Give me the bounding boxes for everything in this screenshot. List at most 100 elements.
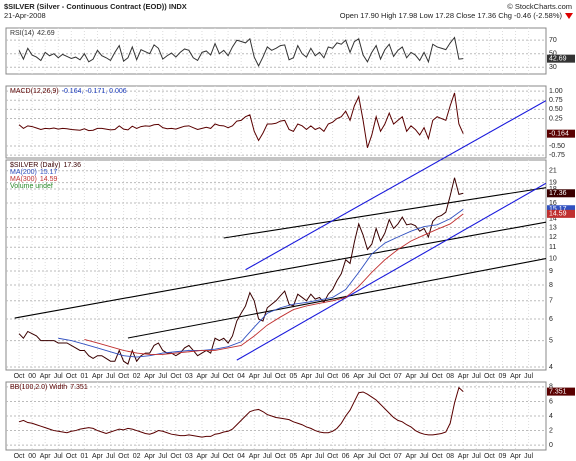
y-tick-label: 11 (549, 244, 556, 251)
x-tick-label: Jul (106, 373, 115, 380)
x-tick-label: Apr (353, 373, 365, 380)
x-tick-label: 00 (28, 453, 36, 460)
series-line (58, 208, 464, 358)
legend-name: MACD(12,26,9) (10, 88, 59, 95)
value-flag-label: 7.351 (549, 388, 567, 395)
trendline (236, 182, 546, 361)
x-tick-label: Jul (524, 373, 533, 380)
series-line (18, 36, 464, 68)
x-tick-label: Apr (249, 373, 261, 380)
x-tick-label: Apr (197, 373, 209, 380)
y-tick-label: 70 (549, 37, 557, 44)
x-tick-label: Jul (211, 453, 220, 460)
y-tick-label: 13 (549, 224, 557, 231)
trendline (127, 258, 546, 339)
x-tick-label: Apr (353, 453, 365, 460)
x-tick-label: Apr (458, 373, 470, 380)
x-tick-label: Oct (223, 373, 234, 380)
legend-name: MA(200) (10, 169, 37, 176)
x-tick-label: 01 (80, 373, 88, 380)
y-tick-label: 1.00 (549, 88, 563, 95)
x-tick-label: Jul (54, 373, 63, 380)
series-line (18, 177, 464, 365)
value-flag (547, 205, 575, 214)
y-tick-label: 4 (549, 413, 553, 420)
quote: Open 17.90 High 17.98 Low 17.28 Close 17… (340, 11, 563, 20)
x-tick-label: 05 (290, 453, 298, 460)
y-tick-label: 0.50 (549, 106, 563, 113)
legend-value: 15.17 (40, 169, 58, 176)
x-tick-label: Apr (458, 453, 470, 460)
x-tick-label: Oct (432, 453, 443, 460)
value-flag (547, 54, 575, 63)
x-tick-label: Oct (170, 373, 181, 380)
x-tick-label: Oct (275, 453, 286, 460)
x-tick-label: Jul (158, 373, 167, 380)
value-flag-label: 42.69 (549, 55, 567, 62)
x-tick-label: Jul (472, 373, 481, 380)
x-tick-label: Apr (197, 453, 209, 460)
y-tick-label: 8 (549, 384, 553, 391)
y-tick-label: 6 (549, 398, 553, 405)
x-tick-label: 09 (499, 453, 507, 460)
x-tick-label: Jul (315, 453, 324, 460)
x-tick-label: 07 (394, 373, 402, 380)
x-tick-label: Oct (66, 453, 77, 460)
y-tick-label: 5 (549, 337, 553, 344)
y-tick-label: 21 (549, 168, 557, 175)
y-tick-label: 16 (549, 200, 557, 207)
value-flag (547, 387, 575, 396)
panel-frame (5, 159, 547, 371)
value-flag-label: 17.36 (549, 190, 567, 197)
x-tick-label: Apr (301, 373, 313, 380)
x-tick-label: 09 (499, 373, 507, 380)
y-tick-label: 0.75 (549, 97, 563, 104)
x-tick-label: Apr (40, 373, 52, 380)
series-line (18, 92, 464, 148)
x-tick-label: Oct (327, 373, 338, 380)
x-tick-label: Oct (118, 453, 129, 460)
x-tick-label: Apr (92, 373, 104, 380)
source: © StockCharts.com (507, 2, 572, 11)
legend-note: Volume undef (10, 183, 53, 190)
legend-value: 17.36 (63, 162, 81, 169)
x-tick-label: Jul (420, 453, 429, 460)
x-tick-label: Jul (106, 453, 115, 460)
value-flag-label: -0.164 (549, 131, 569, 138)
y-tick-label: 7 (549, 298, 553, 305)
x-tick-label: 08 (446, 453, 454, 460)
trendline (14, 221, 546, 319)
down-arrow (565, 13, 573, 19)
x-tick-label: 07 (394, 453, 402, 460)
x-tick-label: Oct (379, 453, 390, 460)
legend-name: $SILVER (Daily) (10, 162, 60, 169)
x-tick-label: Jul (472, 453, 481, 460)
x-tick-label: Apr (301, 453, 313, 460)
x-tick-label: Jul (263, 453, 272, 460)
x-tick-label: Jul (367, 373, 376, 380)
y-tick-label: 12 (549, 234, 557, 241)
y-tick-label: 30 (549, 64, 557, 71)
legend-readout: -0.164, -0.171, 0.006 (62, 88, 127, 95)
y-tick-label: 6 (549, 316, 553, 323)
x-tick-label: Apr (406, 373, 418, 380)
x-tick-label: 03 (185, 453, 193, 460)
x-tick-label: Oct (118, 373, 129, 380)
x-tick-label: Jul (315, 373, 324, 380)
value-flag-label: 14.59 (549, 211, 567, 218)
x-tick-label: Oct (14, 453, 25, 460)
x-tick-label: Apr (40, 453, 52, 460)
value-flag-label: 15.17 (549, 206, 567, 213)
trendline (245, 100, 546, 271)
x-tick-label: Apr (144, 453, 156, 460)
legend-name: MA(300) (10, 176, 37, 183)
y-tick-label: 50 (549, 51, 557, 58)
y-tick-label: 19 (549, 179, 557, 186)
x-tick-label: Oct (14, 373, 25, 380)
y-tick-label: 14 (549, 216, 557, 223)
x-tick-label: 06 (342, 453, 350, 460)
trendline (223, 187, 546, 239)
value-flag (547, 189, 575, 198)
panel-frame (5, 27, 547, 75)
